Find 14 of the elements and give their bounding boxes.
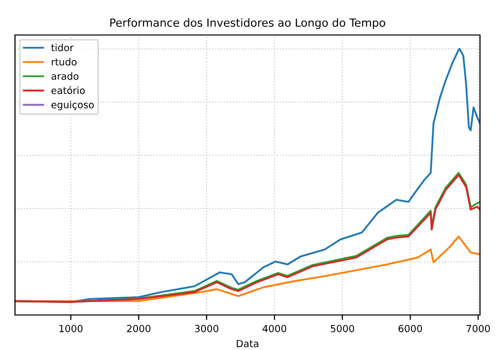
legend-label: tidor — [51, 44, 74, 52]
x-axis-title: Data — [236, 340, 258, 348]
legend-label: eatório — [52, 86, 85, 94]
x-tick-label: 4000 — [262, 324, 286, 332]
x-tick-label: 1000 — [60, 324, 83, 332]
x-tick-label: 7000 — [466, 324, 490, 332]
x-tick-label: 6000 — [398, 324, 422, 332]
legend-label: arado — [52, 72, 78, 80]
x-tick-label: 5000 — [330, 324, 354, 332]
x-tick-label: 3000 — [194, 324, 218, 332]
x-tick-label: 2000 — [127, 324, 150, 332]
legend-label: rtudo — [52, 58, 77, 66]
legend-label: eguiçoso — [52, 100, 94, 110]
chart-title: Performance dos Investidores ao Longo do Tempo — [110, 18, 386, 29]
